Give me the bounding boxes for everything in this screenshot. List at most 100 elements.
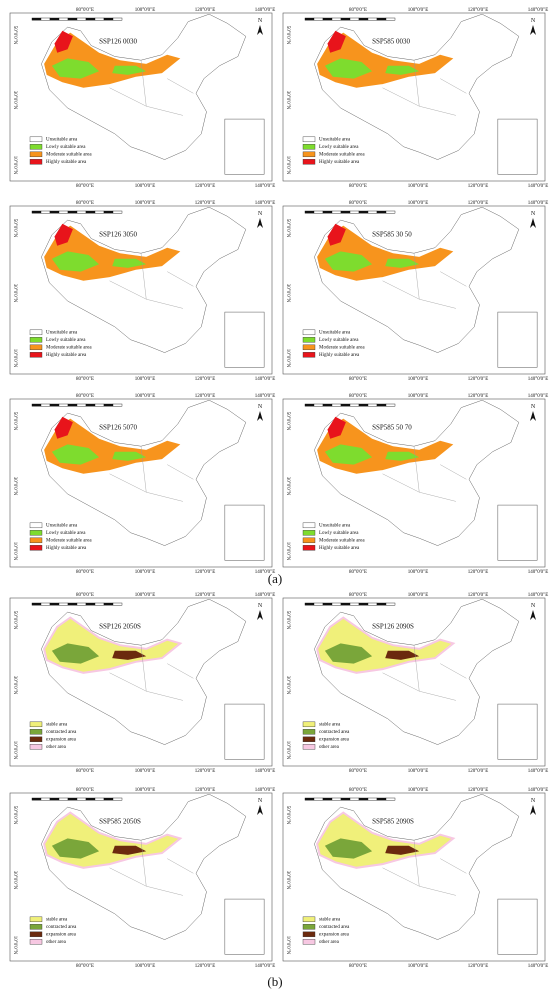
scale-bar — [331, 210, 342, 214]
map: 80°0'0"E 80°0'0"E 100°0'0"E 100°0'0"E 120°0'… — [282, 788, 549, 969]
scale-bar — [94, 797, 105, 801]
scale-bar — [340, 210, 351, 214]
map: 80°0'0"E 80°0'0"E 100°0'0"E 100°0'0"E 120°0'… — [9, 788, 276, 969]
legend-swatch — [302, 736, 316, 743]
legend-swatch — [302, 151, 316, 158]
lon-label: 100°0'0"E — [408, 8, 429, 13]
lon-label: 140°0'0"E — [528, 377, 549, 382]
legend-swatch — [29, 159, 43, 165]
legend-swatch — [302, 136, 316, 143]
inset-frame — [497, 118, 538, 175]
region — [324, 58, 373, 79]
inset-frame — [224, 898, 265, 955]
scale-bar — [67, 17, 78, 21]
lon-label: 80°0'0"E — [349, 964, 367, 969]
legend-swatch — [29, 721, 43, 728]
legend-swatch — [302, 721, 316, 728]
lon-label: 80°0'0"E — [349, 8, 367, 13]
province-lines — [109, 446, 194, 502]
scale-bar — [67, 602, 78, 606]
legend-swatch — [302, 530, 316, 536]
north-label: N — [258, 404, 263, 410]
inset-frame — [224, 311, 265, 368]
lon-label: 120°0'0"E — [468, 769, 489, 774]
scale-bar — [358, 602, 369, 606]
scale-bar — [358, 210, 369, 214]
scale-bar — [112, 17, 123, 21]
scale-bar — [349, 403, 360, 407]
scale-bar — [367, 210, 378, 214]
lon-label: 80°0'0"E — [76, 184, 94, 189]
scale-bar — [40, 797, 51, 801]
legend-swatch — [29, 136, 43, 143]
lat-label: 30°0'0"N — [285, 871, 290, 890]
legend-swatch — [29, 537, 43, 544]
map: 80°0'0"E 80°0'0"E 100°0'0"E 100°0'0"E 120°0'… — [282, 394, 549, 575]
lon-label: 140°0'0"E — [528, 394, 549, 399]
legend-label: Highly suitable area — [319, 160, 360, 165]
inset-frame — [497, 703, 538, 760]
lon-label: 100°0'0"E — [135, 377, 156, 382]
scale-bar — [85, 797, 96, 801]
legend-swatch — [302, 729, 316, 735]
legend-swatch — [302, 352, 316, 358]
scale-bar — [331, 403, 342, 407]
north-label: N — [258, 18, 263, 24]
lat-label: 10°0'0"N — [285, 542, 290, 561]
map-title: SSP585 2090S — [372, 818, 414, 826]
lon-label: 140°0'0"E — [528, 201, 549, 206]
region — [51, 643, 100, 664]
lon-label: 140°0'0"E — [528, 788, 549, 793]
lon-label: 80°0'0"E — [76, 769, 94, 774]
lon-label: 120°0'0"E — [195, 788, 216, 793]
legend-swatch — [29, 522, 43, 529]
scale-bar — [349, 602, 360, 606]
region — [327, 223, 346, 246]
scale-bar — [376, 403, 387, 407]
scale-bar — [322, 210, 333, 214]
lon-label: 140°0'0"E — [255, 964, 276, 969]
north-label: N — [531, 18, 536, 24]
lon-label: 120°0'0"E — [195, 377, 216, 382]
scale-bar — [40, 210, 51, 214]
legend-label: Moderate suitable area — [46, 345, 92, 350]
north-label: N — [258, 603, 263, 609]
scale-bar — [385, 602, 396, 606]
region — [112, 451, 147, 461]
scale-bar — [103, 602, 114, 606]
legend-label: expansion area — [46, 737, 77, 742]
north-arrow — [257, 25, 263, 35]
lon-label: 140°0'0"E — [255, 394, 276, 399]
region — [327, 416, 346, 439]
scale-bar — [94, 602, 105, 606]
lon-label: 80°0'0"E — [76, 377, 94, 382]
scale-bar — [367, 403, 378, 407]
scale-bar — [367, 797, 378, 801]
lat-label: 10°0'0"N — [12, 741, 17, 760]
legend-swatch — [29, 151, 43, 158]
scale-bar — [322, 602, 333, 606]
panel-label: (a) — [268, 571, 282, 586]
lon-label: 80°0'0"E — [76, 394, 94, 399]
scale-bar — [349, 797, 360, 801]
lat-label: 50°0'0"N — [12, 412, 17, 431]
lat-label: 50°0'0"N — [12, 806, 17, 825]
lon-label: 80°0'0"E — [349, 593, 367, 598]
scale-bar — [76, 602, 87, 606]
legend-swatch — [302, 337, 316, 343]
lon-label: 120°0'0"E — [468, 570, 489, 575]
scale-bar — [58, 602, 69, 606]
scale-bar — [94, 17, 105, 21]
scale-bar — [112, 797, 123, 801]
map-title: SSP585 30 50 — [372, 231, 412, 239]
legend-label: stable area — [319, 722, 341, 727]
lon-label: 80°0'0"E — [349, 201, 367, 206]
lon-label: 100°0'0"E — [135, 788, 156, 793]
lat-label: 10°0'0"N — [12, 542, 17, 561]
legend-swatch — [29, 329, 43, 336]
region — [324, 444, 373, 465]
lon-label: 100°0'0"E — [408, 201, 429, 206]
scale-bar — [94, 403, 105, 407]
north-arrow — [257, 805, 263, 815]
scale-bar — [103, 403, 114, 407]
